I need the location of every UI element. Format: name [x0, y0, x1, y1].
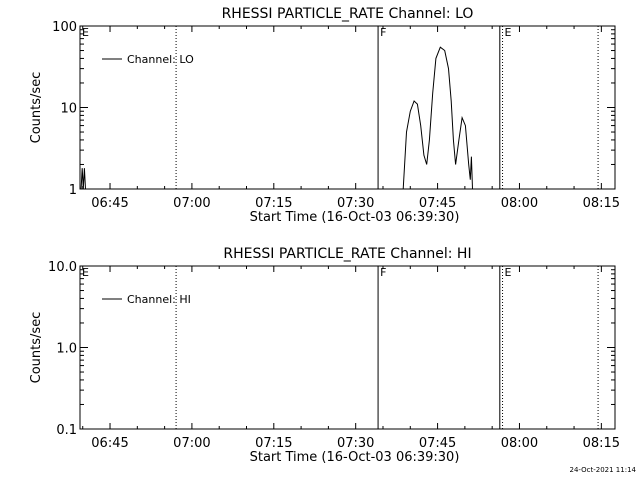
x-tick-label: 07:15: [255, 436, 292, 451]
x-tick-label: 07:30: [337, 196, 374, 211]
time-marker-label: E: [505, 26, 512, 39]
time-marker-label: E: [82, 266, 89, 279]
series-line: [402, 46, 473, 190]
plot-frame: [79, 265, 616, 430]
x-tick-label: 07:00: [173, 436, 210, 451]
x-tick-label: 07:15: [255, 196, 292, 211]
x-tick-label: 08:15: [583, 196, 620, 211]
y-axis-label: Counts/sec: [29, 312, 44, 384]
time-marker-label: E: [82, 26, 89, 39]
time-marker-label: F: [380, 26, 386, 39]
chart-title: RHESSI PARTICLE_RATE Channel: HI: [223, 246, 471, 262]
y-tick-label: 0.1: [56, 423, 77, 438]
footer-timestamp: 24-Oct-2021 11:14: [569, 466, 636, 474]
y-tick-label: 1: [69, 183, 77, 198]
x-axis-label: Start Time (16-Oct-03 06:39:30): [250, 210, 460, 225]
y-axis-label: Counts/sec: [29, 72, 44, 144]
x-tick-label: 08:00: [501, 196, 538, 211]
time-marker-label: F: [380, 266, 386, 279]
y-tick-label: 100: [52, 20, 77, 35]
legend-label: Channel: LO: [127, 53, 194, 66]
x-tick-label: 07:45: [419, 436, 456, 451]
plot-frame: [79, 25, 616, 190]
x-tick-label: 06:45: [91, 436, 128, 451]
y-tick-label: 10.0: [48, 260, 77, 275]
x-tick-label: 08:15: [583, 436, 620, 451]
x-tick-label: 07:00: [173, 196, 210, 211]
series-line: [80, 168, 86, 190]
time-marker-label: E: [505, 266, 512, 279]
x-tick-label: 06:45: [91, 196, 128, 211]
legend-label: Channel: HI: [127, 293, 191, 306]
y-tick-label: 10: [60, 102, 77, 117]
x-axis-label: Start Time (16-Oct-03 06:39:30): [250, 450, 460, 465]
chart-title: RHESSI PARTICLE_RATE Channel: LO: [222, 6, 474, 22]
x-tick-label: 07:45: [419, 196, 456, 211]
y-tick-label: 1.0: [56, 342, 77, 357]
x-tick-label: 08:00: [501, 436, 538, 451]
x-tick-label: 07:30: [337, 436, 374, 451]
